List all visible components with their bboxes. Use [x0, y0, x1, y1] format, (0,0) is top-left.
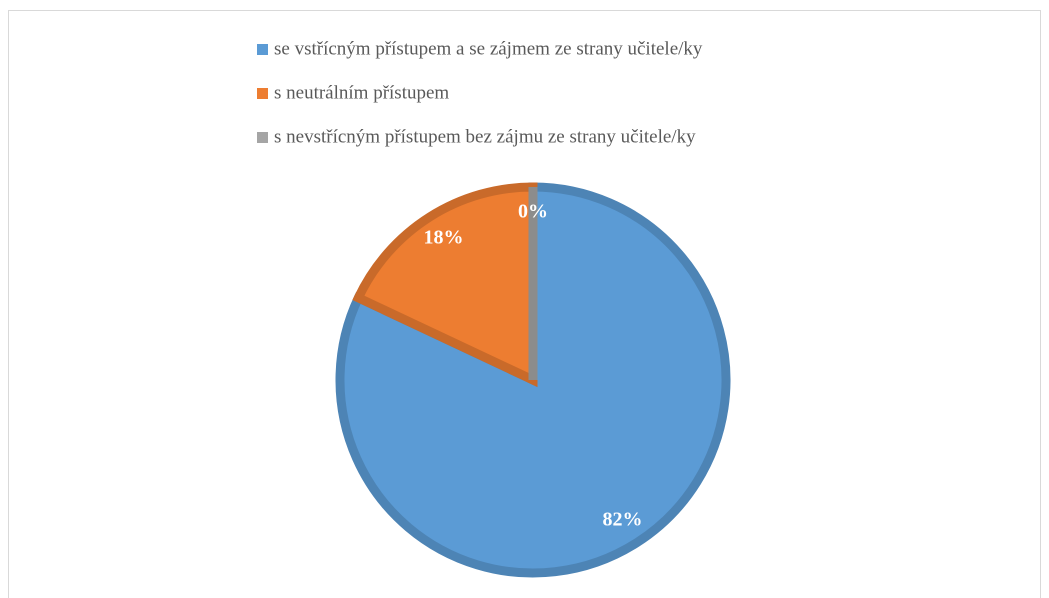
- legend-label: s nevstřícným přístupem bez zájmu ze str…: [274, 126, 696, 147]
- data-label: 18%: [424, 227, 464, 249]
- legend-label: s neutrálním přístupem: [274, 82, 449, 103]
- legend-swatch: [257, 132, 268, 143]
- pie-slice: [352, 182, 538, 388]
- legend-swatch: [257, 88, 268, 99]
- data-label: 82%: [602, 509, 642, 531]
- legend-label: se vstřícným přístupem a se zájmem ze st…: [274, 38, 703, 59]
- legend-swatch: [257, 44, 268, 55]
- data-label: 0%: [518, 201, 548, 223]
